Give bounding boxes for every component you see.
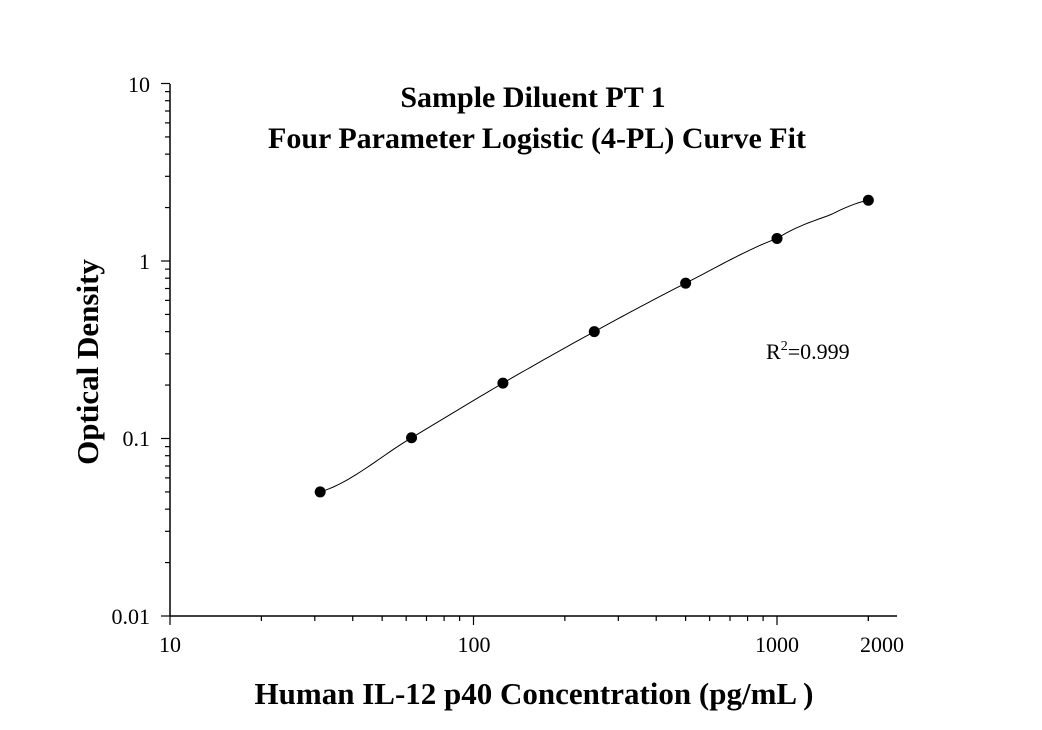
y-tick-label: 10: [128, 72, 150, 97]
data-point: [588, 326, 600, 338]
y-axis-label: Optical Density: [70, 259, 105, 465]
y-tick-label: 0.1: [123, 426, 151, 451]
r-squared-base: R: [766, 339, 781, 364]
x-axis-ticks: [169, 616, 869, 625]
r-squared-value: =0.999: [788, 339, 850, 364]
x-tick-label: 100: [458, 632, 491, 657]
x-tick-label: 1000: [755, 632, 799, 657]
data-points: [314, 194, 874, 498]
data-point: [314, 486, 326, 498]
data-point: [771, 232, 783, 244]
y-axis-ticks: [161, 82, 170, 617]
y-tick-label: 1: [139, 249, 150, 274]
data-point: [406, 432, 418, 444]
y-tick-label: 0.01: [112, 604, 151, 629]
x-tick-label: 2000: [860, 632, 904, 657]
data-point: [680, 277, 692, 289]
r-squared-superscript: 2: [781, 339, 788, 354]
data-point: [497, 377, 509, 389]
x-tick-label: 10: [159, 632, 181, 657]
data-point: [862, 194, 874, 206]
chart-title-line-1: Sample Diluent PT 1: [400, 81, 665, 114]
chart-title-line-2: Four Parameter Logistic (4-PL) Curve Fit: [268, 122, 806, 155]
x-axis-label: Human IL-12 p40 Concentration (pg/mL ): [255, 676, 814, 711]
r-squared-annotation: R2=0.999: [766, 339, 850, 364]
